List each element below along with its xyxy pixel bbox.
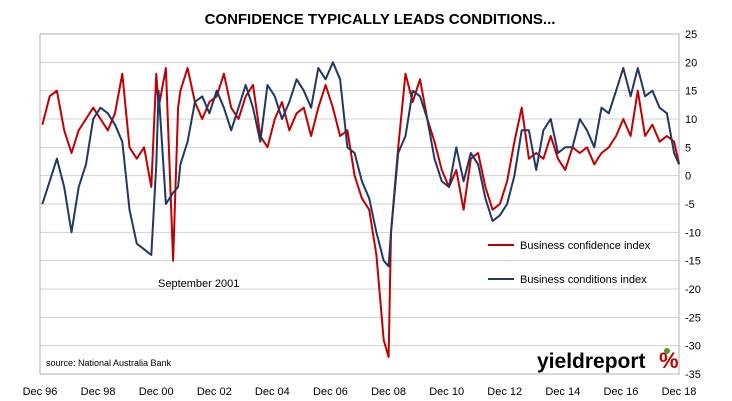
logo-percent-mark: % [659,348,679,373]
y-tick-label: -10 [685,227,701,239]
series-lines [41,61,681,358]
y-tick-label: 20 [685,57,697,69]
source-note: source: National Australia Bank [46,358,172,368]
chart-title: CONFIDENCE TYPICALLY LEADS CONDITIONS... [205,11,556,28]
logo-wordmark: yieldreport [537,350,646,373]
x-tick-label: Dec 18 [662,386,697,398]
y-tick-label: 5 [685,142,691,154]
x-tick-label: Dec 08 [371,386,406,398]
x-tick-label: Dec 00 [139,386,174,398]
y-tick-label: -35 [685,369,701,381]
x-tick-label: Dec 96 [23,386,58,398]
x-axis: Dec 96 Dec 98 Dec 00 Dec 02 Dec 04 Dec 06 Dec … [23,386,697,398]
x-tick-label: Dec 06 [313,386,348,398]
legend-label-confidence: Business confidence index [520,240,651,252]
x-tick-label: Dec 98 [81,386,116,398]
logo-dot [664,348,670,354]
x-tick-label: Dec 02 [197,386,232,398]
y-tick-label: -30 [685,341,701,353]
y-tick-label: 15 [685,86,697,98]
annotation-september-2001: September 2001 [158,278,239,290]
legend: Business confidence index Business condi… [488,240,651,286]
y-tick-label: -20 [685,284,701,296]
x-tick-label: Dec 10 [429,386,464,398]
y-tick-label: -5 [685,199,695,211]
yieldreport-logo: yieldreport % [537,348,679,373]
plot-area [39,33,680,375]
x-tick-label: Dec 16 [603,386,638,398]
y-axis: 25 20 15 10 5 0 -5 -10 -15 -20 -25 -30 -35 [685,29,701,381]
y-tick-label: -25 [685,312,701,324]
conditions-line [41,61,681,268]
confidence-line [41,67,681,358]
y-tick-label: 10 [685,114,697,126]
y-tick-label: -15 [685,256,701,268]
y-tick-label: 25 [685,29,697,41]
x-tick-label: Dec 12 [487,386,522,398]
x-tick-label: Dec 14 [545,386,580,398]
x-tick-label: Dec 04 [255,386,290,398]
gridlines [40,33,679,375]
legend-label-conditions: Business conditions index [520,274,647,286]
y-tick-label: 0 [685,171,691,183]
